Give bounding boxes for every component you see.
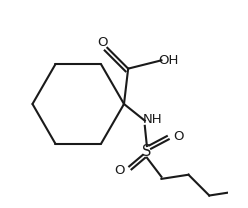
Text: OH: OH [158,54,179,67]
Text: O: O [115,164,125,177]
Text: NH: NH [142,113,162,126]
Text: O: O [173,130,183,143]
Text: S: S [142,144,152,159]
Text: O: O [97,36,107,49]
